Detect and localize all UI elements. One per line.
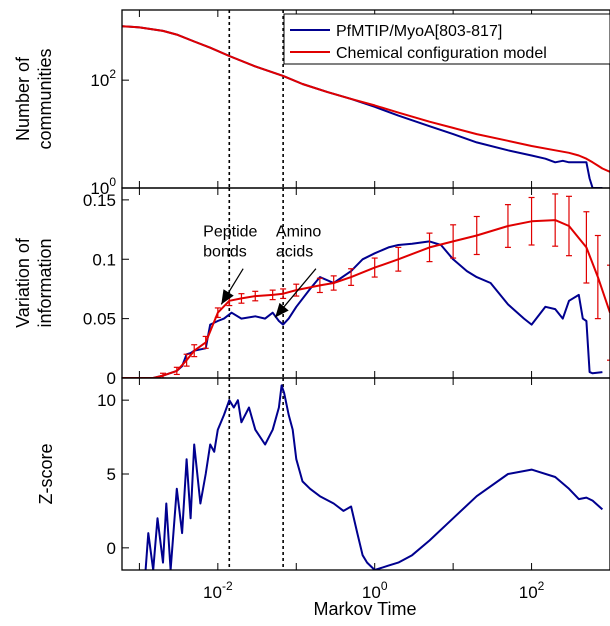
x-tick-label-base: 10	[362, 583, 381, 602]
y-axis-label-line: information	[35, 238, 55, 327]
annotation-1: Peptide bonds	[203, 224, 258, 305]
annotation-line: Amino	[276, 224, 321, 241]
y-axis-label: Z-score	[36, 443, 56, 504]
y-tick-label-exp: 2	[109, 67, 116, 81]
y-tick-label: 0	[107, 369, 116, 388]
y-tick-label: 0	[107, 539, 116, 558]
x-tick-label: 10-2	[203, 579, 233, 602]
annotation-line: Peptide	[203, 224, 257, 241]
panel-series	[122, 25, 610, 188]
x-tick-label-base: 10	[519, 583, 538, 602]
x-tick-label: 100	[362, 579, 388, 602]
series-line-chemical-model	[122, 25, 610, 173]
y-axis-label-line: Number of	[13, 56, 33, 141]
y-axis-label: Variation of information	[13, 237, 55, 328]
annotation-2: Amino acids	[274, 224, 321, 318]
y-tick-label: 0.1	[92, 250, 116, 269]
panel-3: 0 5 10 Z-score	[36, 377, 610, 571]
y-axis-label-line: Variation of	[13, 237, 33, 328]
series-line-chemical-model	[122, 219, 610, 378]
annotation-arrow-head	[221, 289, 234, 305]
y-tick-label: 10	[97, 391, 116, 410]
y-tick-label-base: 10	[90, 179, 109, 198]
panel-series	[144, 384, 604, 570]
y-tick-label: 0.05	[83, 310, 116, 329]
legend-box	[283, 13, 610, 65]
x-axis-label: Markov Time	[313, 599, 416, 619]
legend-entry-2: Chemical configuration model	[336, 45, 547, 62]
annotation-text: Peptide bonds	[203, 224, 257, 261]
x-tick-label-exp: 2	[538, 579, 545, 593]
annotation-line: bonds	[203, 244, 247, 261]
x-tick-label-exp: 0	[381, 579, 388, 593]
x-tick-labels: 10-2 100 102	[203, 579, 545, 602]
y-tick-label: 100	[90, 175, 116, 198]
y-tick-label: 0.15	[83, 191, 116, 210]
y-tick-label: 102	[90, 67, 116, 90]
x-tick-label-exp: -2	[222, 579, 233, 593]
annotation-text: Amino acids	[276, 224, 321, 261]
y-tick-label-exp: 0	[109, 175, 116, 189]
legend: PfMTIP/MyoA[803-817] Chemical configurati…	[283, 13, 610, 65]
y-axis-label-line: Z-score	[36, 443, 56, 504]
y-axis-label: Number of communities	[13, 48, 55, 149]
y-axis-label-line: communities	[35, 48, 55, 149]
series-line-pfmtip	[122, 240, 603, 378]
panel-frame	[121, 377, 610, 571]
x-tick-label: 102	[519, 579, 545, 602]
y-tick-label: 5	[107, 465, 116, 484]
x-tick-label-base: 10	[203, 583, 222, 602]
annotation-arrow-head	[275, 302, 289, 318]
legend-entry-1: PfMTIP/MyoA[803-817]	[336, 23, 502, 40]
panel-2: 0 0.05 0.1 0.15 Variation of information Pepti…	[13, 187, 610, 388]
series-line-pfmtip	[144, 384, 604, 570]
panel-series	[122, 193, 610, 378]
y-tick-label-base: 10	[90, 71, 109, 90]
annotation-line: acids	[276, 244, 313, 261]
